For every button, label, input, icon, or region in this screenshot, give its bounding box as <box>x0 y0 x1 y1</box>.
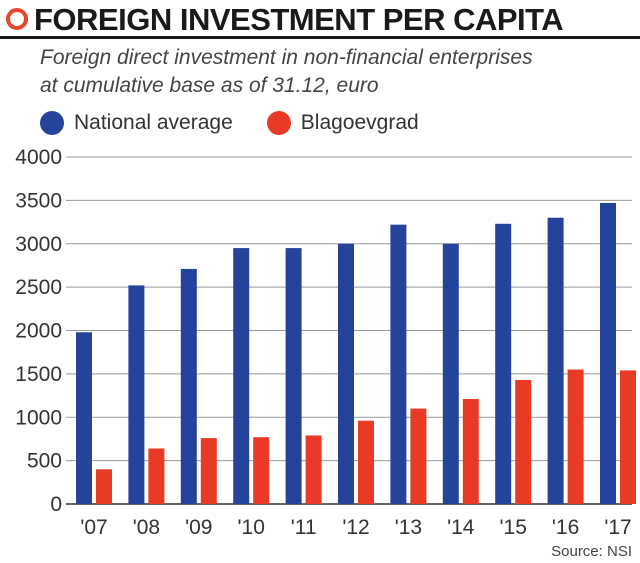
bar-blagoevgrad <box>462 399 479 504</box>
bar-national-average <box>285 248 302 504</box>
y-tick-label: 1500 <box>15 363 62 386</box>
bar-blagoevgrad <box>567 369 584 504</box>
bar-blagoevgrad <box>200 438 217 504</box>
y-tick-label: 3500 <box>15 189 62 212</box>
chart-subtitle: Foreign direct investment in non-financi… <box>40 44 630 100</box>
legend-item-blagoevgrad: Blagoevgrad <box>266 111 419 135</box>
y-tick-label: 0 <box>50 493 62 516</box>
bar-national-average <box>233 248 250 504</box>
bar-blagoevgrad <box>358 420 374 504</box>
legend-label-blagoevgrad: Blagoevgrad <box>300 111 419 134</box>
x-tick-label: '12 <box>342 516 369 539</box>
source-note: Source: NSI <box>551 543 632 560</box>
legend-swatch-blagoevgrad <box>266 111 291 135</box>
legend-item-national: National average <box>40 111 233 135</box>
bar-blagoevgrad <box>305 435 322 504</box>
bar-blagoevgrad <box>253 437 270 504</box>
bar-national-average <box>76 332 92 504</box>
x-tick-label: '14 <box>447 516 475 539</box>
x-tick-label: '15 <box>500 516 527 539</box>
legend-label-national: National average <box>74 111 233 134</box>
y-tick-label: 1000 <box>15 406 62 429</box>
bar-national-average <box>547 217 564 504</box>
subtitle-line-1: Foreign direct investment in non-financi… <box>40 46 533 69</box>
y-tick-label: 4000 <box>15 146 62 169</box>
x-tick-label: '08 <box>133 516 160 539</box>
chart-header: FOREIGN INVESTMENT PER CAPITA <box>0 0 640 40</box>
legend-swatch-national <box>40 111 64 135</box>
y-tick-label: 500 <box>27 450 62 473</box>
chart-title: FOREIGN INVESTMENT PER CAPITA <box>34 2 564 37</box>
bar-national-average <box>128 285 145 504</box>
bar-national-average <box>390 224 407 505</box>
bar-national-average <box>338 243 354 504</box>
chart-legend: National average Blagoevgrad <box>40 108 453 138</box>
x-tick-label: '07 <box>80 516 107 539</box>
x-tick-label: '13 <box>395 516 422 539</box>
x-tick-label: '17 <box>604 516 631 539</box>
bar-national-average <box>495 223 512 505</box>
bar-blagoevgrad <box>148 448 165 504</box>
bar-national-average <box>442 243 459 504</box>
bar-blagoevgrad <box>410 408 427 504</box>
subtitle-line-2: at cumulative base as of 31.12, euro <box>40 74 379 97</box>
y-tick-label: 2000 <box>15 320 62 343</box>
y-tick-label: 3000 <box>15 233 62 256</box>
x-tick-label: '11 <box>291 516 317 539</box>
bar-blagoevgrad <box>620 370 636 504</box>
circle-bullet-icon <box>6 8 28 30</box>
bar-national-average <box>180 268 197 504</box>
bar-national-average <box>600 202 616 505</box>
bar-blagoevgrad <box>515 379 532 504</box>
bar-blagoevgrad <box>96 469 112 504</box>
title-divider <box>0 36 640 39</box>
x-tick-label: '10 <box>238 516 265 539</box>
y-tick-label: 2500 <box>15 276 62 299</box>
x-tick-label: '09 <box>185 516 212 539</box>
x-tick-label: '16 <box>552 516 579 539</box>
